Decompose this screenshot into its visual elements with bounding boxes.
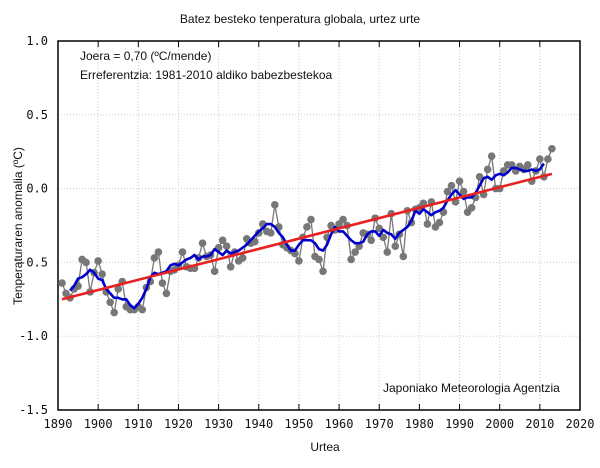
annual-point: [198, 239, 207, 248]
axes: 1890 1900 1910 1920 1930 1940 1950 1960 1970 1980…: [19, 34, 594, 431]
moving-average-line: [69, 162, 545, 310]
annual-point: [391, 242, 400, 250]
annual-point: [524, 161, 532, 169]
annual-point: [295, 257, 303, 265]
annual-point: [339, 215, 347, 224]
x-tick-label: 1920: [164, 417, 193, 431]
annual-point: [544, 155, 552, 163]
annual-point: [475, 172, 484, 181]
annual-point: [114, 285, 123, 293]
chart-title: Batez besteko tenperatura globala, urtez…: [180, 12, 420, 26]
x-tick-label: 2000: [485, 417, 514, 431]
annual-point: [238, 254, 247, 262]
annual-point: [455, 177, 464, 186]
x-tick-label: 1980: [405, 417, 434, 431]
x-tick-label: 2010: [525, 417, 554, 431]
x-tick-label: 1960: [325, 417, 354, 431]
annual-point: [383, 248, 392, 256]
y-axis-label: Tenperaturaren anomalia (ºC): [11, 147, 25, 305]
trend-annotation: Joera = 0,70 (ºC/mende): [80, 49, 211, 63]
annual-point: [98, 270, 106, 279]
x-tick-label: 1940: [244, 417, 273, 431]
annual-point: [303, 223, 311, 231]
x-tick-label: 1950: [284, 417, 313, 431]
x-tick-label: 2020: [566, 417, 595, 431]
y-tick-label: 1.0: [26, 34, 48, 48]
x-tick-label: 1890: [44, 417, 73, 431]
x-tick-label: 1900: [84, 417, 113, 431]
annual-point: [367, 236, 376, 245]
annual-point: [154, 248, 163, 256]
annual-point: [487, 152, 496, 160]
annual-point: [536, 155, 544, 163]
annual-point: [138, 305, 147, 314]
annual-point: [351, 248, 359, 256]
annual-point: [467, 203, 476, 212]
annual-point: [82, 258, 90, 267]
annual-point: [271, 201, 279, 209]
annual-point: [106, 298, 114, 307]
annual-point: [548, 144, 556, 153]
annual-point: [423, 220, 432, 228]
annual-point: [375, 224, 384, 233]
annual-point: [226, 263, 235, 271]
y-tick-label: 0.5: [26, 108, 48, 122]
data-marks: [58, 144, 556, 317]
x-tick-label: 1990: [445, 417, 474, 431]
plot-frame: [57, 40, 581, 411]
annual-point: [162, 289, 171, 298]
x-axis-label: Urtea: [310, 440, 340, 454]
annual-point: [218, 236, 227, 245]
annual-point: [483, 165, 492, 174]
annual-point: [58, 279, 66, 287]
x-tick-label: 1970: [365, 417, 394, 431]
y-tick-label: -1.5: [19, 403, 48, 417]
annual-point: [267, 229, 275, 237]
grid: [58, 41, 580, 410]
annual-point: [178, 248, 187, 256]
trend-line: [61, 172, 553, 301]
annual-point: [110, 308, 119, 317]
y-tick-label: -1.0: [19, 329, 48, 343]
annual-point: [94, 257, 102, 265]
annual-point: [443, 187, 452, 196]
x-tick-label: 1910: [124, 417, 153, 431]
annual-point: [319, 267, 327, 276]
annual-point: [158, 279, 167, 287]
annual-point: [347, 255, 355, 264]
annual-point: [315, 255, 323, 264]
x-tick-label: 1930: [204, 417, 233, 431]
annual-point: [222, 242, 231, 250]
source-annotation: Japoniako Meteorologia Agentzia: [383, 381, 560, 395]
annual-point: [210, 267, 219, 276]
y-tick-label: 0.0: [26, 182, 48, 196]
annual-point: [399, 252, 408, 261]
annual-point: [379, 233, 388, 242]
annual-point: [435, 218, 444, 227]
annual-point: [307, 215, 315, 224]
annual-point: [447, 181, 456, 190]
reference-annotation: Erreferentzia: 1981-2010 aldiko babezbes…: [80, 68, 332, 82]
annual-point: [150, 254, 159, 262]
y-tick-label: -0.5: [19, 255, 48, 269]
annual-point: [459, 187, 468, 196]
